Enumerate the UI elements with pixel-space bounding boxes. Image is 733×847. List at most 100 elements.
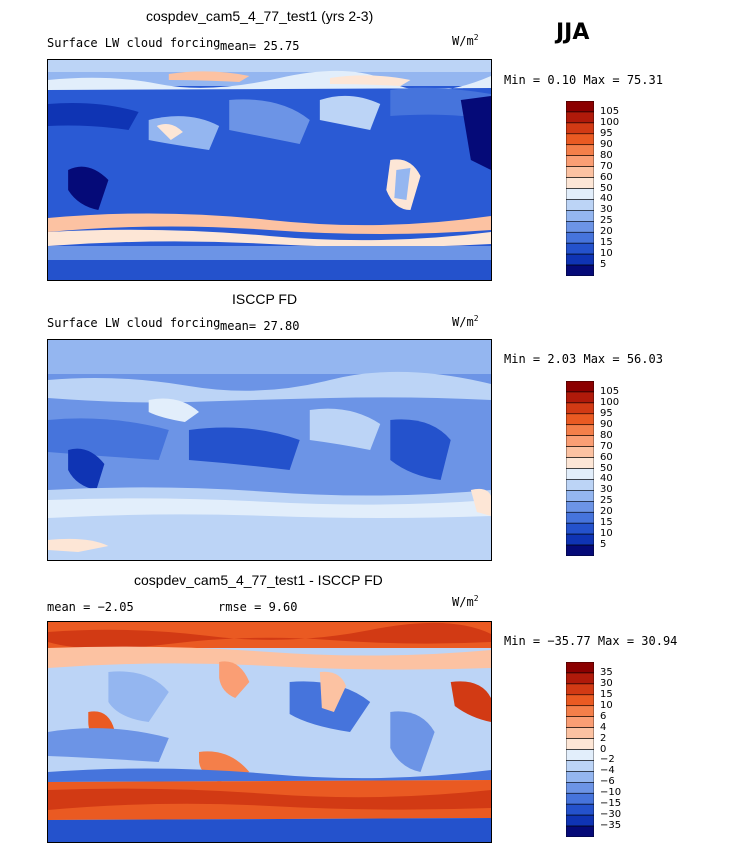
colorbar-swatch	[566, 533, 594, 546]
colorbar-swatch	[566, 705, 594, 717]
colorbar-swatch	[566, 424, 594, 436]
colorbar-tick-label: 100	[600, 116, 620, 128]
panel-3-minmax: Min = −35.77 Max = 30.94	[504, 634, 678, 648]
colorbar-swatch	[566, 479, 594, 491]
panel-2-title: ISCCP FD	[232, 291, 298, 307]
colorbar-swatch	[566, 242, 594, 255]
colorbar-tick-label: 80	[600, 429, 613, 441]
colorbar-swatch	[566, 413, 594, 426]
colorbar-tick-label: 35	[600, 666, 613, 678]
panel-1-subtitle: Surface LW cloud forcing	[47, 36, 221, 50]
colorbar-swatch	[566, 782, 594, 794]
colorbar-tick-label: 90	[600, 138, 613, 150]
colorbar-swatch	[566, 435, 594, 447]
colorbar-swatch	[566, 402, 594, 415]
colorbar-swatch	[566, 144, 594, 156]
panel-3-rmse: rmse = 9.60	[218, 600, 298, 614]
colorbar-swatch	[566, 199, 594, 211]
colorbar-panel-2	[566, 381, 594, 556]
colorbar-swatch	[566, 177, 594, 189]
colorbar-tick-label: 90	[600, 418, 613, 430]
panel-3-mean: mean = −2.05	[47, 600, 134, 614]
colorbar-swatch	[566, 511, 594, 524]
colorbar-tick-label: 6	[600, 710, 607, 722]
panel-3-units: W/m2	[452, 594, 479, 609]
colorbar-tick-label: 50	[600, 182, 613, 194]
colorbar-swatch	[566, 155, 594, 167]
colorbar-tick-label: 25	[600, 215, 613, 227]
colorbar-swatch	[566, 501, 594, 513]
colorbar-tick-label: −4	[600, 765, 615, 777]
colorbar-swatch	[566, 544, 594, 556]
colorbar-tick-label: 40	[600, 193, 613, 205]
colorbar-tick-label: 15	[600, 237, 613, 249]
colorbar-tick-label: 0	[600, 743, 607, 755]
colorbar-tick-label: 30	[600, 484, 613, 496]
colorbar-tick-label: 95	[600, 407, 613, 419]
colorbar-swatch	[566, 188, 594, 200]
colorbar-swatch	[566, 727, 594, 739]
colorbar-tick-label: 5	[600, 539, 607, 551]
colorbar-tick-label: 80	[600, 149, 613, 161]
colorbar-swatch	[566, 381, 594, 393]
colorbar-tick-label: 15	[600, 517, 613, 529]
colorbar-swatch	[566, 111, 594, 124]
colorbar-panel-1	[566, 101, 594, 276]
colorbar-swatch	[566, 122, 594, 135]
colorbar-swatch	[566, 716, 594, 728]
colorbar-tick-label: 70	[600, 440, 613, 452]
colorbar-swatch	[566, 662, 594, 674]
colorbar-tick-label: 15	[600, 688, 613, 700]
colorbar-tick-label: 4	[600, 721, 607, 733]
colorbar-swatch	[566, 672, 594, 685]
colorbar-swatch	[566, 457, 594, 469]
colorbar-tick-label: 105	[600, 385, 620, 397]
colorbar-swatch	[566, 738, 594, 750]
panel-3-map	[47, 621, 492, 843]
colorbar-tick-label: −30	[600, 809, 622, 821]
colorbar-tick-label: 2	[600, 732, 607, 744]
panel-2-units: W/m2	[452, 314, 479, 329]
panel-2-map	[47, 339, 492, 561]
panel-2-subtitle: Surface LW cloud forcing	[47, 316, 221, 330]
colorbar-tick-label: 95	[600, 127, 613, 139]
colorbar-swatch	[566, 771, 594, 783]
colorbar-swatch	[566, 210, 594, 222]
colorbar-swatch	[566, 490, 594, 502]
colorbar-swatch	[566, 803, 594, 816]
colorbar-swatch	[566, 264, 594, 276]
colorbar-tick-label: 5	[600, 259, 607, 271]
colorbar-tick-label: 60	[600, 451, 613, 463]
colorbar-swatch	[566, 749, 594, 761]
colorbar-swatch	[566, 133, 594, 146]
colorbar-tick-label: 40	[600, 473, 613, 485]
colorbar-tick-label: 100	[600, 396, 620, 408]
colorbar-tick-label: 50	[600, 462, 613, 474]
panel-1-units: W/m2	[452, 33, 479, 48]
colorbar-swatch	[566, 101, 594, 113]
colorbar-swatch	[566, 231, 594, 244]
panel-1-title: cospdev_cam5_4_77_test1 (yrs 2-3)	[146, 8, 374, 24]
colorbar-tick-label: −35	[600, 820, 622, 832]
colorbar-tick-label: 10	[600, 699, 613, 711]
colorbar-swatch	[566, 694, 594, 707]
colorbar-swatch	[566, 253, 594, 266]
colorbar-swatch	[566, 221, 594, 233]
colorbar-swatch	[566, 814, 594, 827]
colorbar-swatch	[566, 391, 594, 404]
colorbar-tick-label: −10	[600, 787, 622, 799]
panel-1-minmax: Min = 0.10 Max = 75.31	[504, 73, 663, 87]
colorbar-tick-label: 30	[600, 677, 613, 689]
colorbar-tick-label: −6	[600, 776, 615, 788]
colorbar-tick-label: 105	[600, 105, 620, 117]
colorbar-tick-label: 30	[600, 204, 613, 216]
colorbar-swatch	[566, 468, 594, 480]
colorbar-tick-label: 10	[600, 248, 613, 260]
colorbar-tick-label: 60	[600, 171, 613, 183]
colorbar-panel-3	[566, 662, 594, 837]
colorbar-swatch	[566, 825, 594, 837]
panel-2-mean: mean= 27.80	[220, 319, 300, 333]
colorbar-swatch	[566, 792, 594, 805]
colorbar-tick-label: 20	[600, 506, 613, 518]
colorbar-tick-label: 70	[600, 160, 613, 172]
